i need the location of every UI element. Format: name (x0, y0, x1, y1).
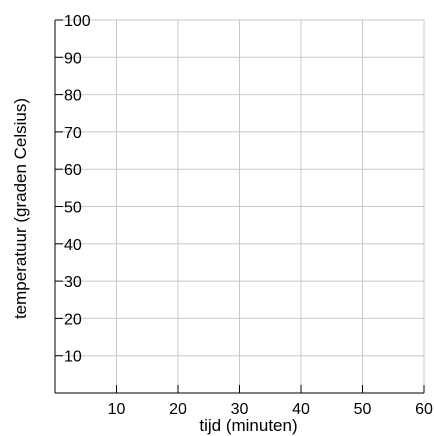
x-tick-label: 60 (415, 401, 433, 418)
x-axis-title: tijd (minuten) (199, 416, 297, 435)
y-tick-label: 20 (64, 311, 82, 328)
y-tick-label: 100 (64, 13, 91, 30)
y-tick-label: 60 (64, 162, 82, 179)
x-tick-label: 40 (292, 401, 310, 418)
x-tick-label: 10 (108, 401, 126, 418)
y-tick-label: 80 (64, 88, 82, 105)
y-tick-label: 70 (64, 125, 82, 142)
y-ticks: 10 20 30 40 50 60 70 80 90 100 (55, 13, 91, 366)
y-axis-title: temperatuur (graden Celsius) (11, 98, 30, 319)
x-ticks: 10 20 30 40 50 60 (108, 385, 433, 418)
y-tick-label: 30 (64, 274, 82, 291)
y-tick-label: 50 (64, 200, 82, 217)
y-tick-label: 10 (64, 349, 82, 366)
x-tick-label: 30 (231, 401, 249, 418)
y-tick-label: 40 (64, 237, 82, 254)
grid (55, 19, 425, 393)
x-tick-label: 20 (169, 401, 187, 418)
x-tick-label: 50 (354, 401, 372, 418)
y-tick-label: 90 (64, 50, 82, 67)
